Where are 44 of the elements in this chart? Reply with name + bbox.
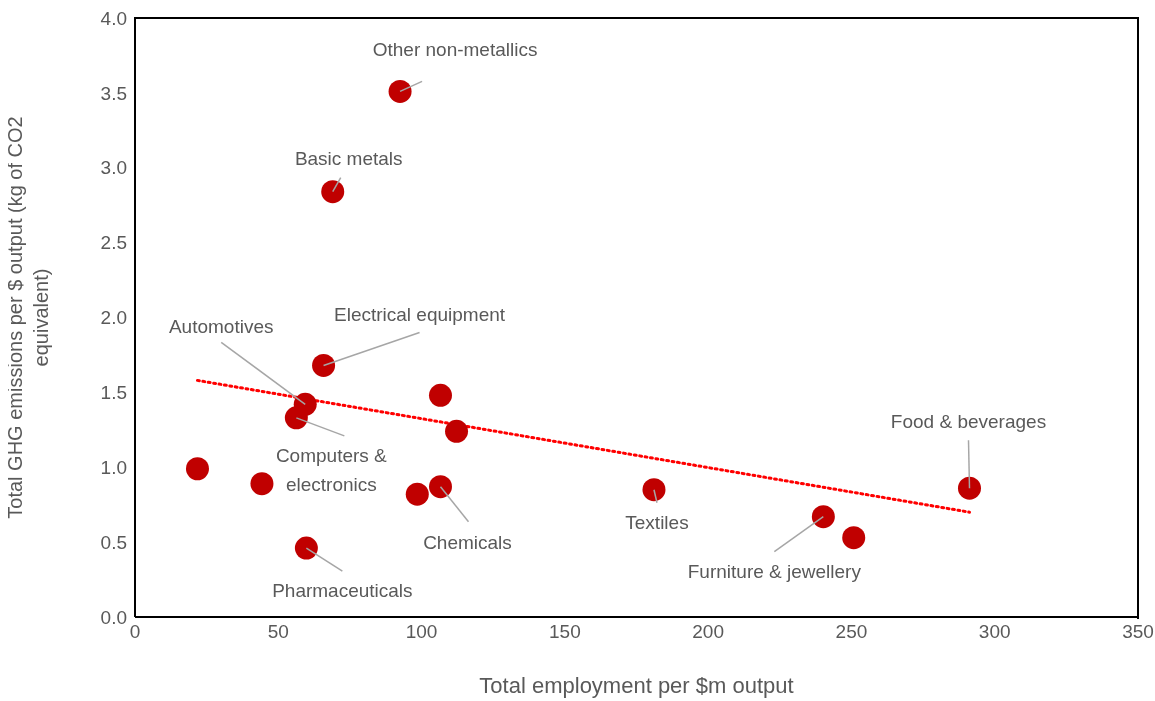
point	[284, 406, 308, 430]
annotation: Basic metals	[294, 147, 403, 169]
y-tick-label: 3.5	[100, 82, 127, 104]
point	[428, 383, 452, 407]
annotation: Pharmaceuticals	[272, 579, 413, 601]
y-tick-label: 1.0	[100, 456, 127, 478]
annotation: Food & beverages	[890, 410, 1047, 432]
point	[811, 505, 835, 529]
annotation: Furniture & jewellery	[687, 560, 862, 582]
annotation: Automotives	[168, 315, 274, 337]
point	[842, 526, 866, 550]
point	[428, 475, 452, 499]
point	[294, 536, 318, 560]
point	[185, 457, 209, 481]
x-tick-label: 300	[978, 621, 1011, 643]
x-tick-label: 150	[549, 621, 581, 643]
x-tick-label: 50	[267, 621, 289, 643]
point	[405, 482, 429, 506]
annotation: Computers & electronics	[275, 444, 388, 495]
y-tick-label: 4.0	[100, 7, 127, 29]
x-tick-label: 0	[129, 621, 141, 643]
point	[958, 476, 981, 500]
annotation: Electrical equipment	[334, 303, 506, 325]
point	[312, 353, 336, 377]
point	[388, 79, 412, 103]
y-tick-label: 0.5	[100, 531, 127, 553]
y-tick-label: 3.0	[100, 157, 127, 179]
y-tick-label: 1.5	[100, 382, 127, 404]
annotation: Chemicals	[423, 531, 512, 553]
x-tick-label: 350	[1122, 621, 1154, 643]
x-tick-label: 200	[692, 621, 724, 643]
point	[642, 478, 666, 502]
y-tick-label: 2.5	[100, 232, 127, 254]
x-axis-title: Total employment per $m output	[479, 673, 794, 698]
y-tick-label: 0.0	[100, 606, 127, 628]
annotation: Textiles	[625, 511, 689, 533]
point	[321, 180, 345, 204]
x-tick-label: 100	[405, 621, 438, 643]
y-tick-label: 2.0	[100, 307, 127, 329]
y-axis-title: Total GHG emissions per $ output (kg of CO2 equivalent)	[4, 116, 52, 519]
point	[250, 472, 274, 496]
point	[445, 419, 469, 443]
x-tick-label: 250	[835, 621, 868, 643]
annotation: Other non-metallics	[372, 38, 538, 60]
